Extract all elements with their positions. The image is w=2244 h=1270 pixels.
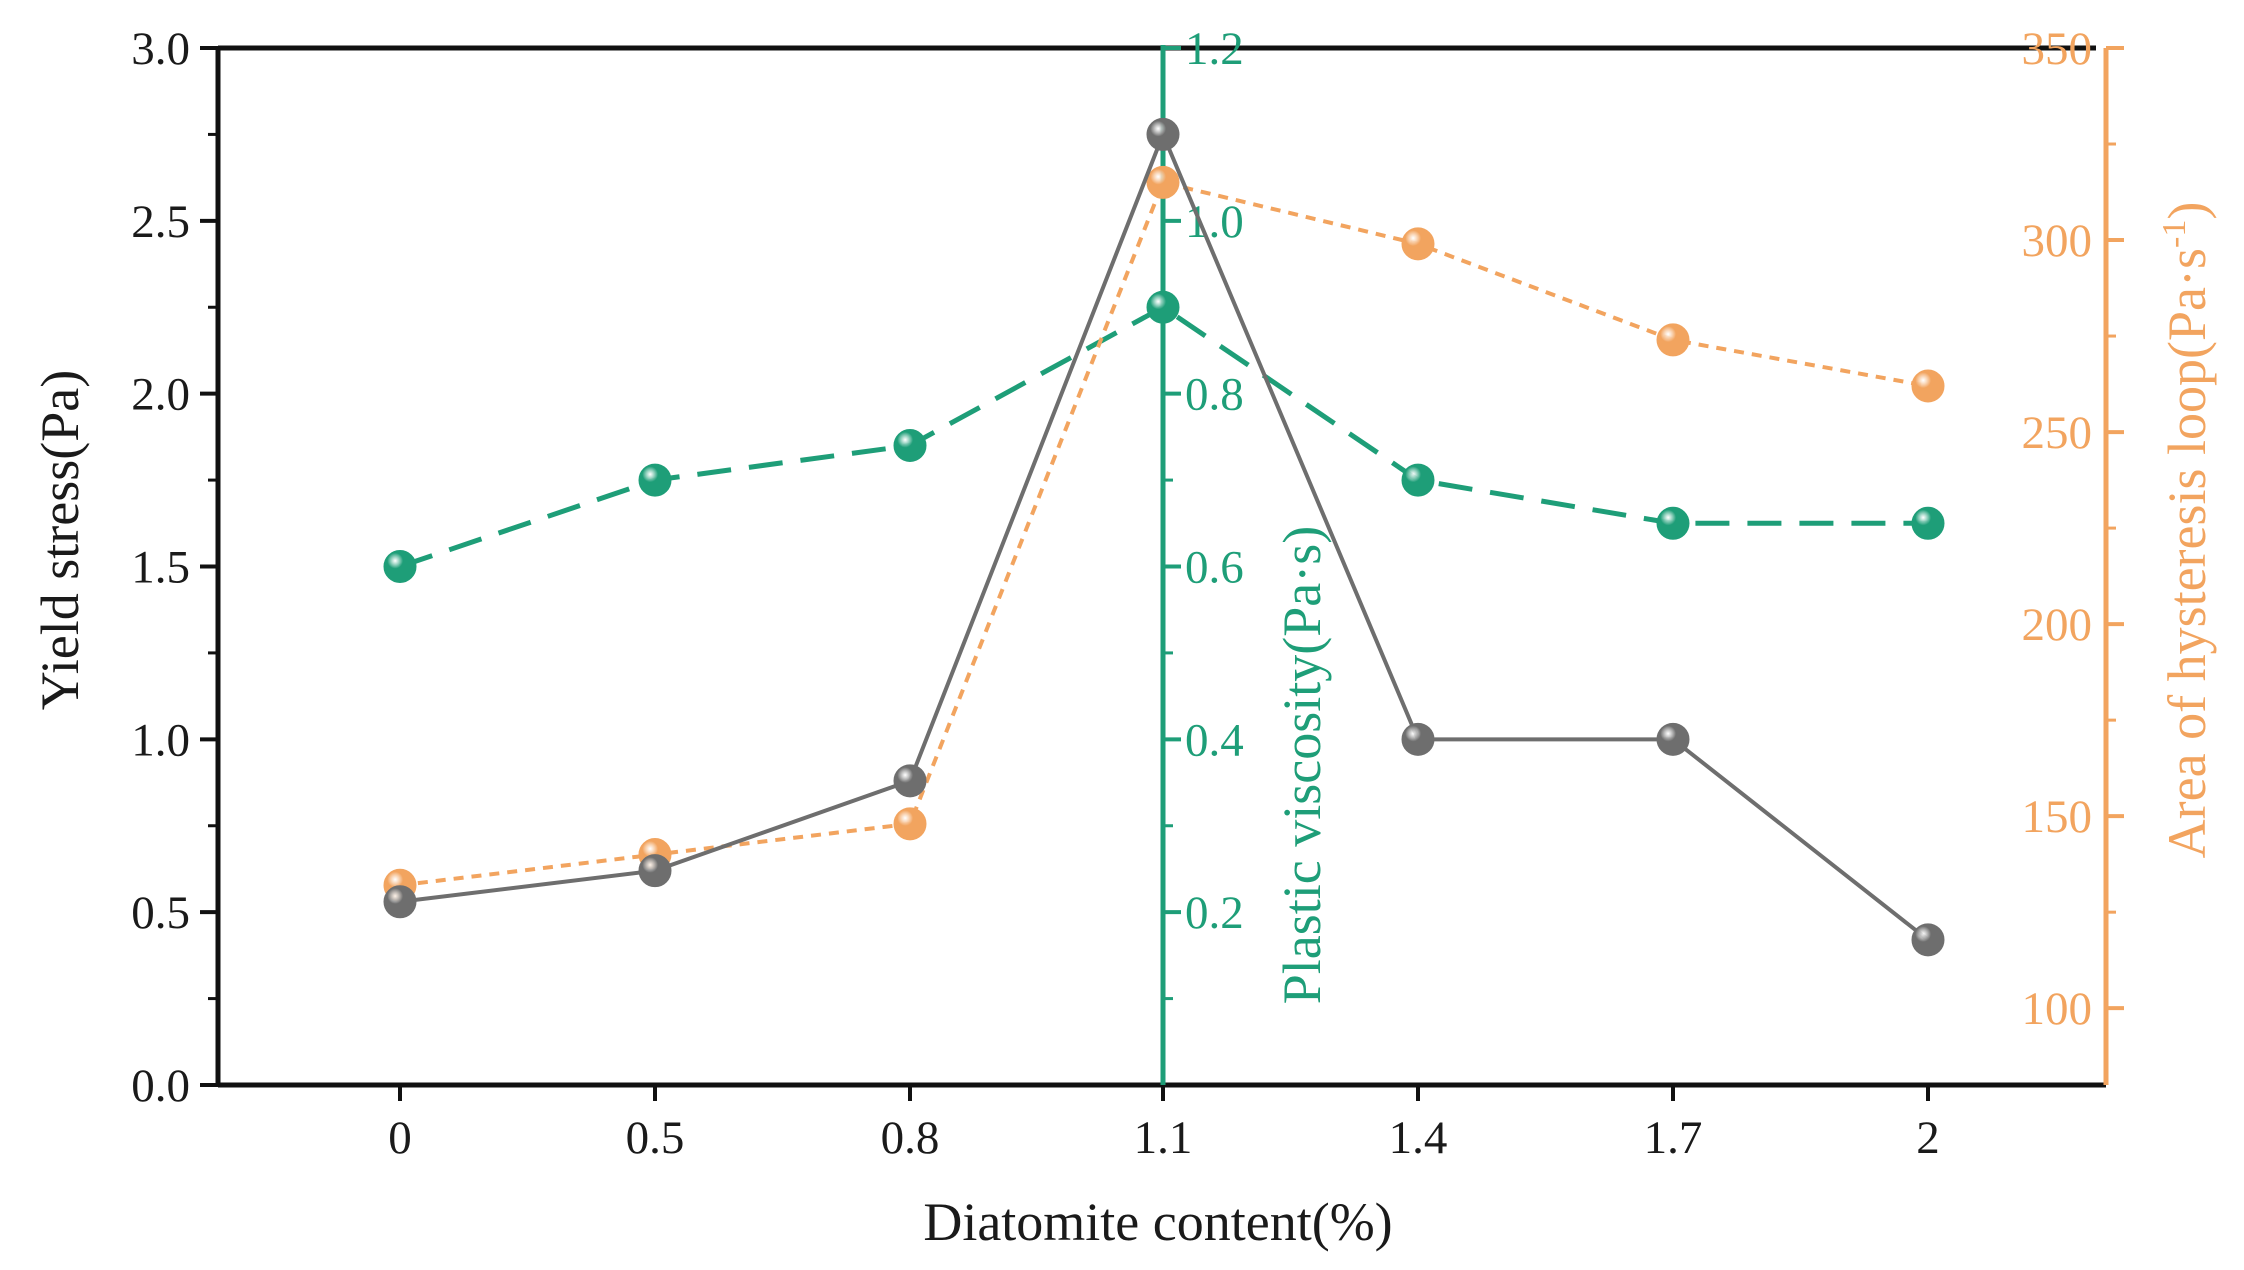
series-layer (383, 117, 1945, 957)
yield-stress-tick-label: 2.0 (131, 369, 190, 421)
hysteresis-axis-title-sup: -1 (2156, 220, 2193, 248)
plastic-viscosity-axis: 0.2 0.4 0.6 0.8 1.0 1.2 (1160, 23, 1244, 1085)
yield-stress-point (1146, 117, 1180, 151)
plastic-viscosity-tick-label: 0.4 (1185, 714, 1244, 766)
x-tick-label: 2 (1916, 1112, 1940, 1164)
hysteresis-area-axis: 100 150 200 250 300 350 (2022, 23, 2124, 1035)
hysteresis-tick-label: 250 (2022, 407, 2093, 459)
yield-stress-axis: 0.0 0.5 1.0 1.5 2.0 2.5 3.0 (131, 23, 218, 1112)
yield-stress-point (1911, 923, 1945, 957)
hysteresis-tick-label: 150 (2022, 791, 2093, 843)
plastic-viscosity-point (1911, 506, 1945, 540)
yield-stress-point (1401, 722, 1435, 756)
plastic-viscosity-tick-label: 0.8 (1185, 369, 1244, 421)
yield-stress-point (383, 885, 417, 919)
plastic-viscosity-tick-label: 0.6 (1185, 542, 1244, 594)
yield-stress-tick-label: 0.5 (131, 887, 190, 939)
yield-stress-tick-label: 2.5 (131, 196, 190, 248)
hysteresis-area-point (893, 807, 927, 841)
plastic-viscosity-point (1146, 290, 1180, 324)
hysteresis-axis-title-main: Area of hysteresis loop(Pa·s (2157, 248, 2217, 858)
yield-stress-point (1656, 722, 1690, 756)
hysteresis-tick-label: 200 (2022, 599, 2093, 651)
hysteresis-area-axis-title: Area of hysteresis loop(Pa·s-1) (2156, 202, 2217, 859)
x-axis: 0 0.5 0.8 1.1 1.4 1.7 2 (388, 1085, 1940, 1164)
hysteresis-tick-label: 350 (2022, 23, 2093, 75)
hysteresis-area-point (1911, 369, 1945, 403)
yield-stress-tick-label: 1.0 (131, 714, 190, 766)
yield-stress-tick-label: 3.0 (131, 23, 190, 75)
yield-stress-point (893, 764, 927, 798)
yield-stress-point (638, 854, 672, 888)
hysteresis-area-point (1401, 227, 1435, 261)
hysteresis-area-point (1656, 323, 1690, 357)
plastic-viscosity-tick-label: 1.2 (1185, 23, 1244, 75)
x-tick-label: 0 (388, 1112, 412, 1164)
plastic-viscosity-tick-label: 1.0 (1185, 196, 1244, 248)
plastic-viscosity-axis-title: Plastic viscosity(Pa·s) (1272, 526, 1332, 1004)
hysteresis-tick-label: 100 (2022, 983, 2093, 1035)
plastic-viscosity-point (1656, 506, 1690, 540)
x-axis-title: Diatomite content(%) (923, 1192, 1392, 1252)
hysteresis-area-point (1146, 165, 1180, 199)
plastic-viscosity-tick-label: 0.2 (1185, 887, 1244, 939)
yield-stress-tick-label: 1.5 (131, 542, 190, 594)
yield-stress-axis-title: Yield stress(Pa) (30, 370, 90, 710)
x-tick-label: 0.5 (626, 1112, 685, 1164)
hysteresis-tick-label: 300 (2022, 215, 2093, 267)
x-tick-label: 1.7 (1644, 1112, 1703, 1164)
x-tick-label: 1.1 (1134, 1112, 1193, 1164)
x-tick-label: 0.8 (881, 1112, 940, 1164)
plastic-viscosity-point (383, 550, 417, 583)
hysteresis-axis-title-end: ) (2157, 202, 2217, 220)
plastic-viscosity-point (1401, 463, 1435, 497)
plastic-viscosity-point (638, 463, 672, 497)
x-tick-label: 1.4 (1389, 1112, 1448, 1164)
yield-stress-tick-label: 0.0 (131, 1060, 190, 1112)
plastic-viscosity-point (893, 429, 927, 463)
